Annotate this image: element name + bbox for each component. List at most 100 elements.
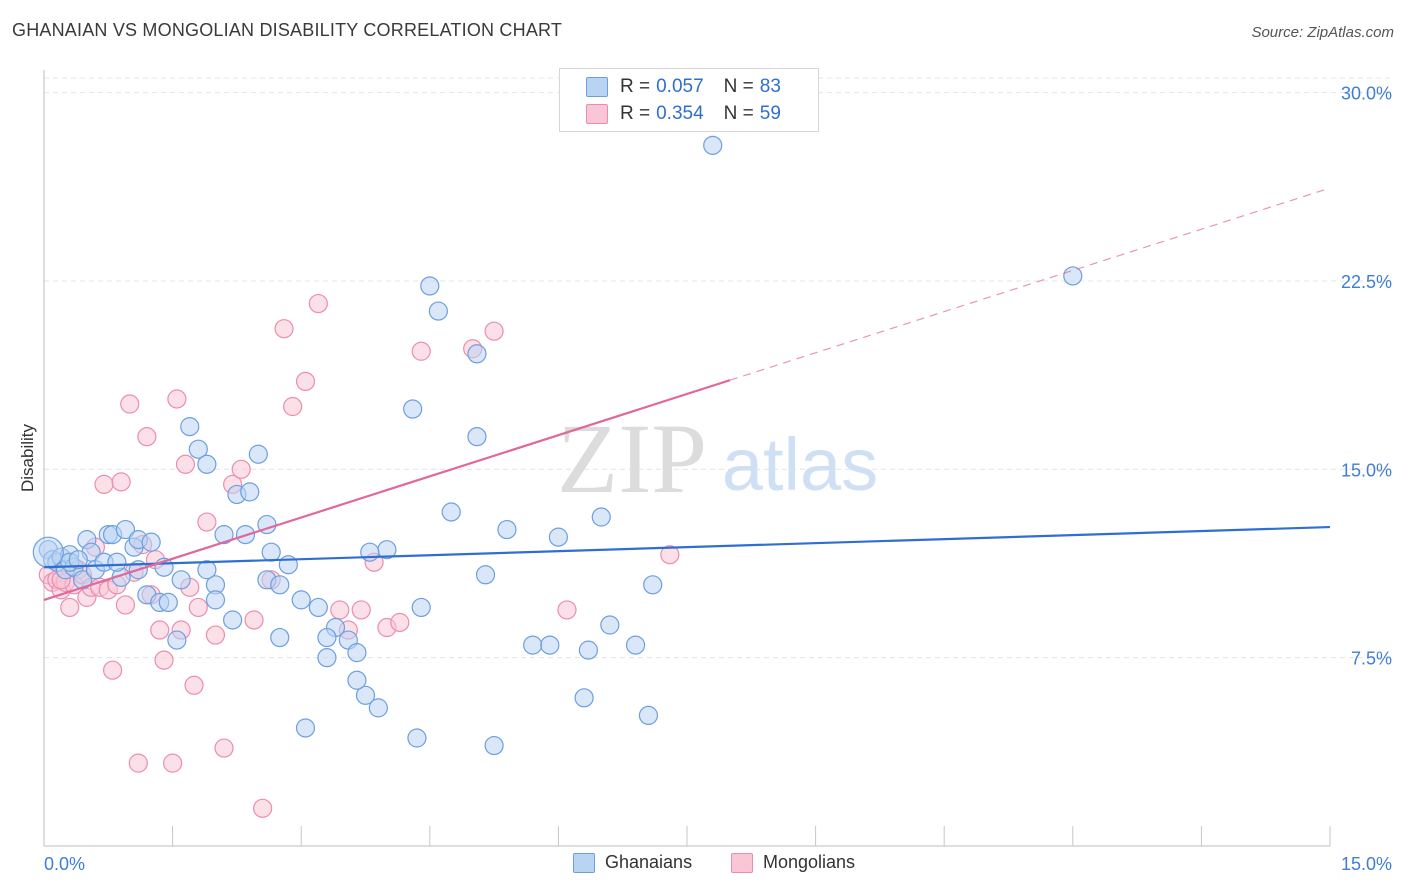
mongolian-point (557, 600, 577, 620)
ghanaian-point (1063, 266, 1083, 286)
ghanaian-point (475, 565, 496, 585)
mongolian-point (60, 597, 80, 618)
mongolian-point (330, 600, 350, 620)
mongolian-point (115, 595, 136, 615)
ghanaian-point (248, 444, 268, 464)
ghanaian-cluster-point (32, 536, 64, 568)
mongolian-trend-line-extension (729, 187, 1331, 381)
ghanaian-point (308, 597, 328, 618)
axes (43, 70, 1331, 847)
ghanaian-point (295, 718, 316, 738)
stats-legend: R = 0.057 N = 83 R = 0.354 N = 59 (559, 68, 819, 132)
mongolian-point (660, 545, 680, 565)
ghanaian-point (540, 635, 560, 655)
legend-n-value: 83 (759, 76, 781, 97)
ghanaian-point (158, 592, 178, 613)
ghanaian-point (360, 542, 380, 562)
legend-r-label: R = (620, 103, 651, 124)
ghanaian-point (68, 550, 88, 570)
ghanaian-point (171, 570, 191, 590)
x-tick-label: 0.0% (44, 854, 85, 874)
mongolian-point (150, 620, 170, 640)
ghanaian-point (600, 615, 620, 635)
ghanaian-point (347, 643, 367, 663)
ghanaian-point (497, 519, 517, 540)
ghanaian-point (167, 630, 187, 650)
ghanaian-point (643, 575, 663, 595)
ghanaian-point (347, 670, 367, 690)
y-tick-label: 22.5% (1341, 272, 1392, 292)
y-tick-label: 15.0% (1341, 460, 1392, 480)
chart-title: GHANAIAN VS MONGOLIAN DISABILITY CORRELA… (12, 20, 563, 40)
legend-n-label: N = (723, 103, 754, 124)
ghanaian-point (441, 502, 461, 522)
legend-r-label: R = (620, 76, 651, 97)
series-legend-ghanaians[interactable]: Ghanaians (573, 852, 692, 873)
legend-row-mongolians: R = 0.354 N = 59 (586, 102, 781, 126)
ghanaian-point (261, 542, 281, 562)
ghanaian-point (428, 301, 448, 321)
legend-swatch-pink (586, 104, 608, 124)
ghanaian-point (197, 454, 217, 474)
mongolian-point (94, 474, 114, 494)
ghanaian-point (317, 627, 337, 648)
ghanaian-point (197, 560, 217, 580)
ghanaian-point (420, 276, 440, 296)
legend-r-value: 0.057 (656, 76, 704, 97)
ghanaian-point (270, 627, 290, 648)
mongolian-point (188, 597, 208, 618)
legend-swatch-blue (586, 77, 608, 97)
mongolian-point (197, 512, 217, 532)
ghanaian-point (317, 648, 337, 668)
ghanaian-point (523, 635, 543, 655)
mongolian-point (120, 394, 140, 414)
y-tick-label: 7.5% (1351, 649, 1392, 669)
ghanaian-point (107, 552, 127, 572)
mongolian-point (244, 610, 264, 630)
series-legend-label: Mongolians (763, 852, 856, 872)
ghanaian-point (411, 597, 431, 618)
ghanaian-point (578, 640, 599, 660)
mongolian-point (390, 612, 410, 633)
mongolian-point (167, 389, 187, 409)
legend-n-label: N = (723, 76, 754, 97)
trend-lines (43, 187, 1331, 601)
mongolian-point (274, 319, 294, 339)
watermark-zip: ZIP (557, 403, 707, 514)
series-legend: Ghanaians Mongolians (0, 852, 1406, 876)
x-tick-label: 15.0% (1341, 854, 1392, 874)
series-swatch-blue (573, 852, 595, 873)
ghanaian-point (403, 399, 423, 419)
ghanaian-point (180, 417, 200, 437)
series-swatch-pink (731, 852, 753, 873)
ghanaian-point (368, 698, 388, 718)
ghanaian-point (467, 344, 487, 364)
ghanaian-point (270, 575, 290, 595)
ghanaian-point (574, 688, 594, 708)
watermark: ZIP atlas (557, 403, 878, 514)
ghanaian-point (223, 610, 243, 630)
ghanaian-point (355, 685, 376, 705)
gridlines (44, 77, 1392, 659)
mongolian-point (205, 625, 226, 645)
y-tick-label: 30.0% (1341, 84, 1392, 104)
tick-labels: 7.5% 15.0% 22.5% 30.0% 0.0% 15.0% (44, 84, 1392, 874)
ghanaian-point (407, 728, 427, 748)
mongolian-point (163, 753, 183, 773)
ghanaian-point (591, 507, 611, 527)
mongolian-point (308, 293, 328, 314)
ghanaian-point (240, 482, 260, 502)
mongolian-point (184, 675, 204, 695)
ghanaian-point (548, 527, 569, 547)
mongolian-point (128, 753, 148, 773)
mongolian-point (214, 738, 234, 758)
mongolian-point (295, 371, 316, 392)
series-legend-mongolians[interactable]: Mongolians (731, 852, 855, 873)
ghanaian-point (214, 524, 234, 545)
mongolian-point (253, 798, 273, 818)
ghanaian-point (703, 135, 723, 155)
mongolian-point (231, 459, 251, 479)
ghanaian-point (484, 735, 504, 756)
ghanaian-point (205, 590, 226, 610)
